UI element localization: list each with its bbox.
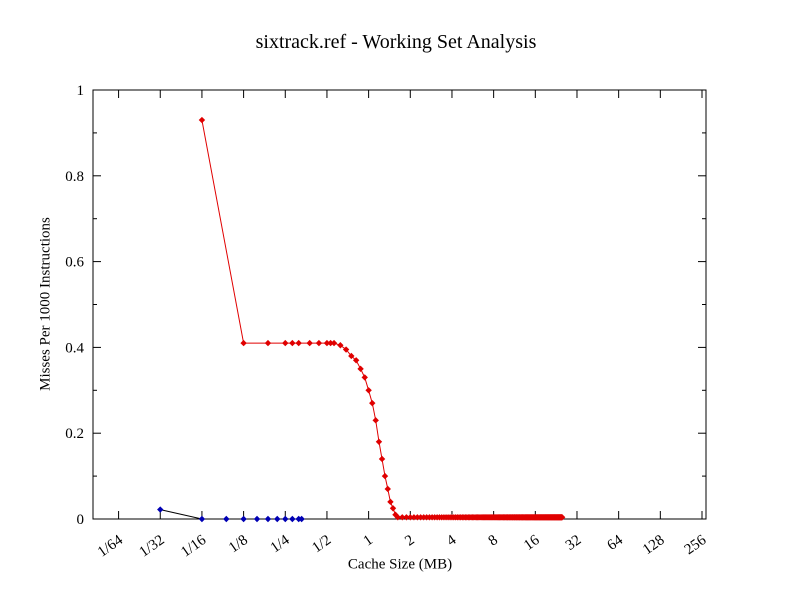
chart-title: sixtrack.ref - Working Set Analysis (255, 31, 537, 53)
x-tick-label: 1/8 (226, 532, 251, 556)
red-series-marker (289, 339, 296, 347)
red-series-marker (407, 514, 414, 521)
blue-series-marker (157, 506, 164, 513)
red-series-marker (399, 514, 406, 521)
red-series-marker (375, 438, 383, 445)
y-tick-label: 0 (77, 512, 85, 528)
red-series-marker (414, 514, 421, 521)
y-tick-label: 0.8 (65, 169, 84, 185)
red-series-marker (198, 116, 206, 124)
x-tick-label: 1/64 (95, 532, 126, 561)
red-series-marker (342, 346, 350, 353)
blue-series-marker (282, 515, 289, 523)
blue-series-marker (198, 515, 206, 523)
x-tick-label: 2 (402, 532, 417, 549)
red-series-marker (240, 339, 247, 347)
red-series-marker (369, 399, 376, 407)
red-series-marker (348, 352, 355, 360)
red-series-marker (361, 374, 368, 381)
red-series-marker (264, 339, 272, 347)
blue-series-marker (253, 515, 261, 523)
x-tick-label: 1/4 (268, 532, 293, 556)
x-tick-label: 1 (361, 532, 376, 549)
y-tick-label: 0.4 (65, 340, 84, 356)
red-series-marker (337, 342, 344, 349)
blue-series-marker (298, 515, 305, 523)
red-series-marker (357, 365, 364, 373)
red-series-marker (378, 455, 386, 463)
x-axis: 1/64 1/32 1/16 1/8 1/4 1/2 1 2 4 8 16 32 64 128 256 (95, 90, 710, 561)
red-series-marker (306, 339, 313, 347)
plot-border (92, 89, 707, 520)
red-series-marker (384, 485, 391, 493)
red-series-marker (372, 417, 379, 424)
red-series-marker (394, 514, 402, 521)
x-tick-label: 64 (604, 532, 626, 554)
x-tick-label: 8 (486, 532, 501, 549)
red-series-marker (381, 472, 389, 480)
y-tick-label: 0.2 (65, 426, 84, 442)
x-tick-label: 16 (521, 532, 543, 554)
x-tick-label: 32 (563, 532, 584, 554)
blue-series-marker (240, 515, 247, 523)
red-series-marker (403, 514, 410, 521)
red-series-marker (352, 357, 360, 364)
red-series-marker (389, 505, 397, 512)
red-series-marker (387, 498, 394, 506)
y-axis: 0 0.2 0.4 0.6 0.8 1 (65, 83, 706, 528)
blue-series-marker (223, 515, 230, 523)
x-tick-label: 128 (640, 532, 668, 558)
x-axis-label: Cache Size (MB) (347, 556, 453, 573)
red-series-marker (282, 339, 289, 347)
blue-series-marker (289, 515, 296, 523)
y-tick-label: 1 (77, 83, 85, 99)
y-tick-label: 0.6 (65, 255, 84, 271)
blue-series-marker (264, 515, 272, 523)
red-series-marker (295, 339, 302, 347)
x-tick-label: 1/2 (309, 532, 334, 556)
red-series-marker (315, 339, 323, 347)
red-series-marker (558, 514, 566, 521)
blue-series-marker (274, 515, 281, 523)
red-series-marker (410, 514, 418, 521)
blue-series (157, 506, 305, 523)
blue-series-line (160, 509, 302, 520)
red-series-marker (327, 339, 334, 347)
x-tick-label: 1/16 (178, 532, 209, 561)
red-series (198, 116, 566, 521)
red-series-marker (323, 339, 331, 347)
red-series-marker (365, 387, 372, 394)
red-series-marker (330, 339, 338, 347)
x-tick-label: 256 (682, 532, 710, 558)
x-tick-label: 1/32 (137, 532, 168, 560)
x-tick-label: 4 (444, 532, 460, 550)
